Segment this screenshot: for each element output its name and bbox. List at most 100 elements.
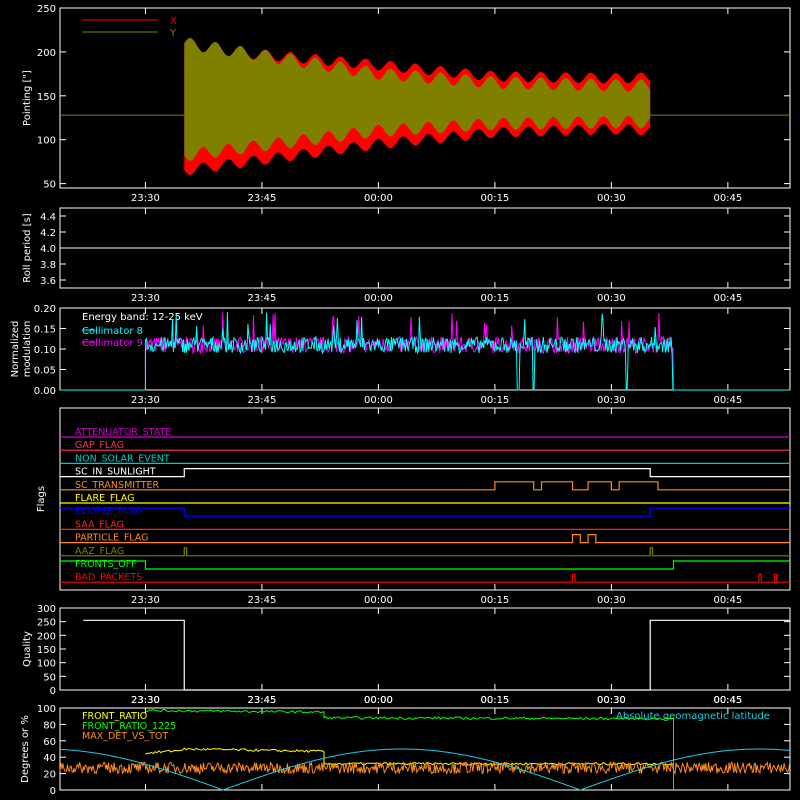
roll-xtick-label: 23:45: [248, 293, 277, 304]
ratios-series-absolute-geomagnetic-latitude: [59, 748, 791, 791]
pointing-ytick-label: 50: [43, 180, 56, 191]
ratios-ytick-label: 100: [37, 704, 56, 715]
chart-marks-layer: 23:30 23:45 00:00 00:15 00:30 00:45 23:30 23:45…: [34, 4, 791, 797]
flags-xtick-label: 00:00: [364, 595, 393, 606]
pointing-xtick-label: 00:15: [480, 193, 509, 204]
flag-trace-sc_transmitter: [60, 481, 790, 491]
flag-label-aaz_flag: AAZ_FLAG: [75, 546, 124, 557]
flag-label-particle_flag: PARTICLE_FLAG: [75, 533, 148, 544]
pointing-series-Y: [184, 37, 651, 161]
roll-ylabel: Roll period [s]: [22, 213, 33, 282]
pointing-xtick-label: 23:30: [131, 193, 160, 204]
pointing-ytick-label: 150: [37, 92, 56, 103]
flags-xtick-label: 00:45: [713, 595, 742, 606]
roll-xtick-label: 00:15: [480, 293, 509, 304]
ratios-xtick-label: 00:15: [480, 695, 509, 706]
flags-ylabel: Flags: [36, 486, 47, 512]
flag-label-fronts_off: FRONTS_OFF: [75, 559, 137, 570]
quality-xtick-label: 00:00: [364, 695, 393, 706]
pointing-ytick-label: 200: [37, 48, 56, 59]
flag-label-eclipse_flag: ECLIPSE_FLAG: [75, 506, 143, 517]
flags-panel-frame: [59, 407, 791, 591]
roll-xtick-label: 00:30: [597, 293, 626, 304]
quality-xtick-label: 00:45: [713, 695, 742, 706]
modulation-xtick-label: 00:30: [597, 395, 626, 406]
ratios-legend-label: FRONT_RATIO: [82, 711, 147, 722]
quality-ytick-label: 200: [37, 631, 56, 642]
roll-xtick-label: 23:30: [131, 293, 160, 304]
pointing-panel-frame: [59, 7, 791, 189]
quality-xtick-label: 23:45: [248, 695, 277, 706]
modulation-ylabel-line2: modulation: [22, 321, 33, 378]
flag-trace-bad_packets: [60, 573, 790, 583]
ratios-xtick-label: 23:45: [248, 695, 277, 706]
ratios-legend-label: MAX_DET_VS_TOT: [82, 731, 168, 742]
quality-ylabel: Quality: [22, 631, 33, 667]
modulation-xtick-label: 00:00: [364, 395, 393, 406]
flags-xtick-label: 00:30: [597, 595, 626, 606]
ratios-ylabel: Degrees or %: [20, 715, 31, 783]
ratios-series-max_det_vs_tot: [59, 760, 791, 776]
geomag-latitude-annotation: Absolute geomagnetic latitude: [616, 711, 770, 722]
modulation-xtick-label: 23:45: [248, 395, 277, 406]
roll-xtick-label: 00:00: [364, 293, 393, 304]
pointing-xtick-label: 00:30: [597, 193, 626, 204]
flag-trace-aaz_flag: [60, 547, 790, 557]
quality-xtick-label: 23:30: [131, 695, 160, 706]
pointing-xtick-label: 23:45: [248, 193, 277, 204]
modulation-xtick-label: 23:30: [131, 395, 160, 406]
quality-trace: [83, 619, 790, 691]
ratios-xtick-label: 23:30: [131, 695, 160, 706]
flag-label-saa_flag: SAA_FLAG: [75, 519, 124, 530]
flag-label-sc_transmitter: SC_TRANSMITTER: [75, 480, 160, 491]
modulation-ytick-label: 0.15: [34, 325, 56, 336]
quality-ytick-label: 250: [37, 618, 56, 629]
ratios-ytick-label: 40: [43, 753, 56, 764]
roll-xtick-label: 00:45: [713, 293, 742, 304]
energy-band-annotation: Energy band: 12-25 keV: [82, 312, 203, 323]
roll-ytick-label: 3.6: [40, 276, 56, 287]
pointing-legend-label-Y: Y: [169, 28, 177, 39]
modulation-xtick-label: 00:45: [713, 395, 742, 406]
quality-xtick-label: 00:15: [480, 695, 509, 706]
flag-label-non_solar_event: NON_SOLAR_EVENT: [75, 453, 170, 464]
flag-label-flare_flag: FLARE_FLAG: [75, 493, 135, 504]
roll-ytick-label: 4.4: [40, 212, 56, 223]
quality-ytick-label: 100: [37, 659, 56, 670]
flag-trace-particle_flag: [60, 533, 790, 544]
roll-ytick-label: 4.2: [40, 228, 56, 239]
ratios-series-front_ratio_1225: [144, 708, 675, 791]
flags-xtick-label: 23:45: [248, 595, 277, 606]
ratios-xtick-label: 00:00: [364, 695, 393, 706]
pointing-ytick-label: 100: [37, 136, 56, 147]
ratios-xtick-label: 00:30: [597, 695, 626, 706]
flag-trace-sc_in_sunlight: [60, 468, 790, 478]
quality-ytick-label: 0: [50, 686, 56, 697]
quality-ytick-label: 50: [43, 672, 56, 683]
modulation-legend-label: Collimator 8: [82, 326, 143, 337]
flag-trace-fronts_off: [60, 560, 790, 570]
pointing-ytick-label: 250: [37, 4, 56, 15]
ratios-ytick-label: 80: [43, 720, 56, 731]
ratios-ytick-label: 20: [43, 770, 56, 781]
modulation-xtick-label: 00:15: [480, 395, 509, 406]
modulation-series-Collimator-9: [60, 312, 790, 391]
flag-label-bad_packets: BAD_PACKETS: [75, 572, 142, 583]
ratios-series-front_ratio: [145, 747, 674, 766]
ratios-ytick-label: 0: [50, 786, 56, 797]
modulation-ytick-label: 0.10: [34, 345, 56, 356]
modulation-ytick-label: 0.00: [34, 386, 56, 397]
flag-label-sc_in_sunlight: SC_IN_SUNLIGHT: [75, 467, 156, 478]
quality-ytick-label: 300: [37, 604, 56, 615]
modulation-ytick-label: 0.20: [34, 304, 56, 315]
flag-trace-eclipse_flag: [60, 507, 790, 517]
pointing-ylabel: Pointing ["]: [22, 70, 33, 126]
modulation-ylabel-line1: Normalized: [10, 321, 21, 378]
modulation-ytick-label: 0.05: [34, 366, 56, 377]
pointing-xtick-label: 00:00: [364, 193, 393, 204]
flags-xtick-label: 00:15: [480, 595, 509, 606]
pointing-legend-label-X: X: [170, 16, 177, 27]
modulation-series-Collimator-8: [60, 312, 790, 391]
ratios-legend-label: FRONT_RATIO_1225: [82, 721, 176, 732]
